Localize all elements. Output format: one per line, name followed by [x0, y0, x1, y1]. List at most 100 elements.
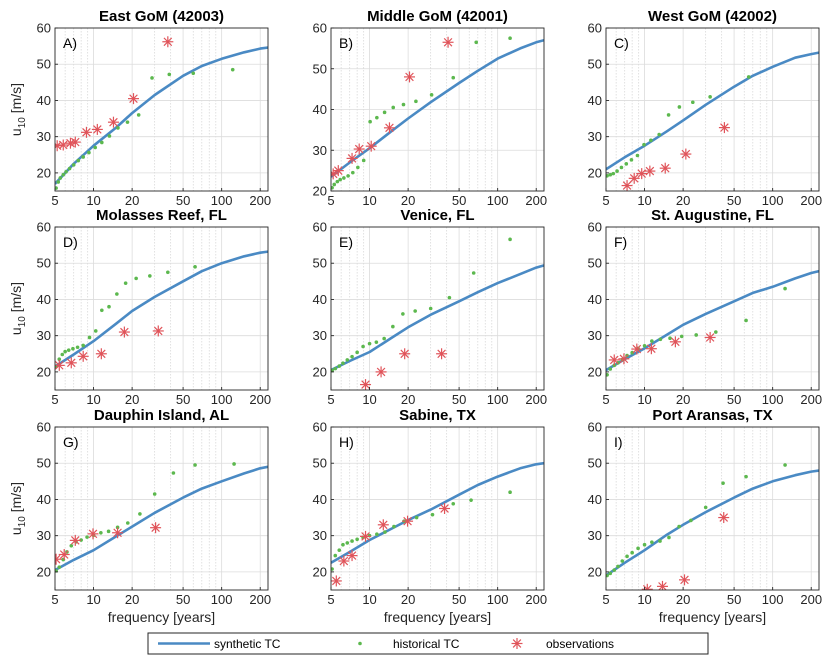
historical-tc-point: [429, 93, 434, 97]
observation-marker: [150, 522, 162, 534]
historical-tc-point: [335, 179, 340, 184]
historical-tc-point: [333, 553, 338, 558]
y-tick-label: 20: [313, 184, 327, 199]
x-tick-label: 100: [762, 392, 784, 407]
historical-tc-point: [57, 357, 62, 362]
plot-area: [55, 227, 268, 390]
y-tick-label: 20: [588, 165, 602, 180]
historical-tc-point: [608, 571, 613, 576]
observation-marker: [618, 353, 630, 365]
historical-tc-point: [331, 185, 334, 190]
legend-synthetic-label: synthetic TC: [214, 637, 281, 651]
historical-tc-point: [608, 172, 613, 177]
panel-title: East GoM (42003): [99, 8, 224, 25]
y-tick-label: 60: [588, 420, 602, 435]
x-tick-label: 5: [327, 193, 334, 208]
x-tick-label: 200: [525, 193, 547, 208]
x-axis-label: frequency [years]: [384, 609, 491, 625]
historical-tc-point: [63, 349, 67, 354]
historical-tc-point: [677, 105, 682, 109]
y-axis-label: u10 [m/s]: [8, 282, 28, 335]
observation-marker: [353, 143, 365, 155]
historical-tc-point: [345, 358, 350, 362]
observation-marker: [80, 126, 92, 138]
x-tick-label: 10: [637, 392, 651, 407]
historical-tc-point: [166, 270, 170, 275]
historical-tc-point: [85, 535, 89, 539]
y-tick-label: 40: [37, 292, 51, 307]
historical-tc-point: [612, 568, 617, 572]
axes-frame: [605, 27, 820, 192]
y-tick-label: 30: [588, 328, 602, 343]
historical-tc-point: [60, 352, 65, 357]
x-tick-label: 50: [176, 392, 190, 407]
historical-tc-point: [61, 172, 66, 177]
panel-title: West GoM (42002): [648, 8, 777, 25]
plot-series: [55, 462, 268, 573]
historical-tc-point: [744, 318, 748, 323]
observation-marker: [127, 93, 139, 105]
historical-tc-point: [783, 286, 787, 291]
historical-tc-point: [630, 550, 634, 555]
chart-panel: 20 30 40 50 60 5 10 20 50 100 200 Venice, FL E): [313, 207, 548, 407]
historical-tc-point: [625, 554, 629, 559]
historical-tc-point: [100, 308, 104, 313]
historical-tc-point: [746, 75, 751, 79]
panel-title: Dauphin Island, AL: [94, 407, 229, 424]
synthetic-tc-line: [55, 465, 268, 572]
panel-letter: D): [63, 234, 78, 250]
historical-tc-point: [100, 140, 104, 145]
observation-marker: [678, 574, 690, 586]
historical-tc-point: [401, 102, 406, 107]
observation-marker: [77, 350, 89, 362]
panel-title: Middle GoM (42001): [367, 8, 508, 25]
historical-tc-point: [650, 339, 654, 343]
x-tick-label: 100: [487, 592, 509, 607]
historical-tc-point: [66, 348, 71, 352]
historical-tc-point: [689, 518, 693, 523]
observation-marker: [332, 165, 344, 177]
historical-tc-point: [635, 153, 640, 158]
historical-tc-point: [93, 145, 98, 150]
historical-tc-point: [650, 540, 654, 544]
historical-tc-point: [138, 512, 142, 516]
plot-area: [606, 28, 819, 191]
chart-panel: 20 30 40 50 60 5 10 20 50 100 200 West GoM (42002) C…: [588, 8, 823, 208]
plot-series: [606, 51, 819, 191]
historical-tc-point: [721, 481, 725, 485]
plot-series: [331, 36, 544, 190]
historical-tc-point: [361, 158, 366, 163]
historical-tc-point: [55, 186, 58, 190]
historical-tc-point: [679, 334, 684, 339]
axes-frame: [330, 426, 545, 591]
x-tick-label: 20: [676, 392, 690, 407]
historical-tc-point: [171, 471, 176, 475]
observation-marker: [365, 140, 377, 152]
plot-series: [606, 269, 819, 377]
y-tick-label: 50: [313, 456, 327, 471]
historical-tc-point: [125, 521, 130, 525]
historical-tc-point: [616, 564, 620, 569]
observation-marker: [628, 172, 640, 184]
y-tick-label: 50: [588, 57, 602, 72]
panel-letter: F): [614, 234, 627, 250]
observation-marker: [659, 162, 671, 174]
panel-letter: A): [63, 35, 77, 51]
synthetic-tc-line: [606, 269, 819, 372]
x-tick-label: 5: [602, 392, 609, 407]
x-tick-label: 10: [362, 592, 376, 607]
chart-panel: 20 30 40 50 60 5 10 20 50 100 200 Port Aransas, TX I…: [588, 407, 823, 625]
plot-area: [606, 227, 819, 390]
y-tick-label: 30: [37, 528, 51, 543]
observation-marker: [346, 550, 358, 562]
y-tick-label: 60: [313, 420, 327, 435]
historical-tc-point: [615, 169, 619, 173]
chart-panel: 20 30 40 50 60 5 10 20 50 100 200 Sabine, TX H) frequ…: [313, 407, 548, 625]
historical-tc-point: [99, 530, 103, 535]
y-axis-label: u10 [m/s]: [8, 482, 28, 535]
observation-marker: [58, 549, 70, 561]
historical-tc-point: [392, 524, 396, 529]
historical-tc-point: [69, 544, 74, 548]
axes-frame: [605, 226, 820, 391]
